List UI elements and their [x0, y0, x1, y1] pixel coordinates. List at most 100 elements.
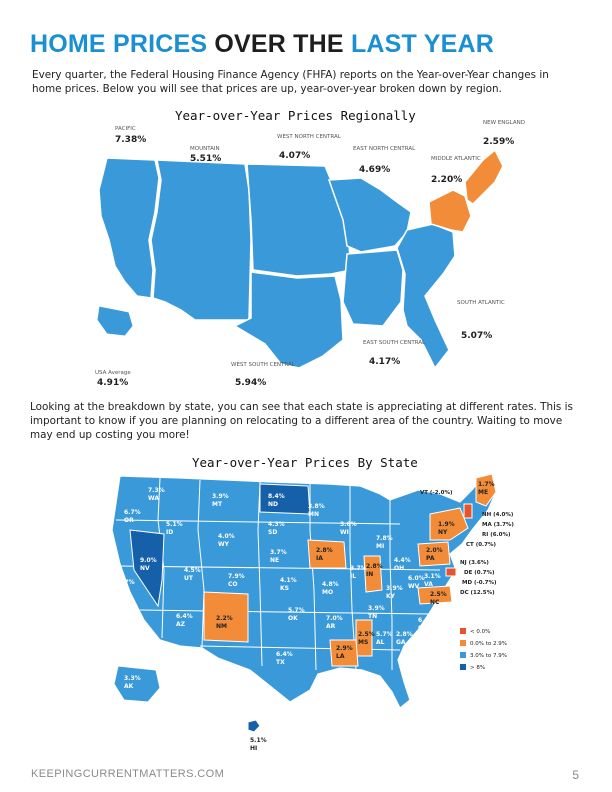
svg-text:5.7%OK: 5.7% OK [288, 607, 305, 622]
regional-map: PACIFIC 7.38% MOUNTAIN 5.51% WEST NORTH … [95, 120, 525, 388]
page-number: 5 [572, 768, 579, 782]
state-ok-abbr: OK [288, 615, 298, 622]
svg-text:2.5%MS: 2.5% MS [358, 631, 375, 646]
callout-ma: MA (3.7%) [482, 522, 514, 528]
state-tx-value: 6.4% [276, 651, 293, 658]
region-usa-value: 4.91% [97, 378, 128, 388]
state-fl-abbr: FL [418, 685, 426, 692]
state-ia-abbr: IA [316, 555, 323, 562]
callouts: VT (-2.0%) NH (4.0%) MA (3.7%) RI (6.0%)… [420, 490, 514, 596]
state-il-value: 3.7% [350, 565, 367, 572]
region-mountain-shape [150, 159, 252, 321]
state-ca-abbr: CA [118, 587, 127, 594]
state-ky-value: 3.9% [386, 585, 403, 592]
title-part-3: LAST YEAR [350, 30, 494, 58]
svg-text:4.3%SD: 4.3% SD [268, 521, 285, 536]
legend-swatch-2 [460, 640, 466, 646]
region-sa-shape [396, 223, 456, 370]
map-legend: < 0.0% 0.0% to 2.9% 3.0% to 7.9% > 8% [460, 628, 507, 671]
state-wv-value: 6.0% [408, 575, 425, 582]
state-ak-value: 3.3% [124, 675, 141, 682]
state-co-value: 7.9% [228, 573, 245, 580]
state-mt-value: 3.9% [212, 493, 229, 500]
svg-text:5.7%AL: 5.7% AL [376, 631, 393, 646]
svg-text:3.9%MT: 3.9% MT [212, 493, 229, 508]
state-ok-value: 5.7% [288, 607, 305, 614]
region-pacific-value: 7.38% [115, 135, 146, 145]
region-ne-name: NEW ENGLAND [483, 120, 525, 126]
state-wi-abbr: WI [340, 529, 349, 536]
state-nm-shape [203, 591, 249, 643]
svg-text:8.4%ND: 8.4% ND [268, 493, 285, 508]
region-esc-name: EAST SOUTH CENTRAL [363, 340, 426, 346]
region-ma-name: MIDDLE ATLANTIC [431, 156, 481, 162]
state-nm-value: 2.2% [216, 615, 233, 622]
state-az-abbr: AZ [176, 621, 186, 628]
svg-text:6.4%AZ: 6.4% AZ [176, 613, 193, 628]
svg-text:3.7%IL: 3.7% IL [350, 565, 367, 580]
region-pacific-shape [98, 157, 160, 299]
state-il-abbr: IL [350, 573, 356, 580]
state-nv-shape [129, 529, 165, 608]
region-enc-name: EAST NORTH CENTRAL [353, 146, 416, 152]
state-id-value: 5.1% [166, 521, 183, 528]
state-vt-shape [463, 503, 473, 519]
state-or-value: 6.7% [124, 509, 141, 516]
state-ak-abbr: AK [124, 683, 134, 690]
state-tn-value: 3.9% [368, 605, 385, 612]
svg-text:2.8%IN: 2.8% IN [366, 563, 383, 578]
state-ar-value: 7.0% [326, 615, 343, 622]
state-mn-abbr: MN [308, 511, 319, 518]
state-la-value: 2.9% [336, 645, 353, 652]
state-ar-abbr: AR [326, 623, 336, 630]
state-pa-shape [417, 541, 451, 567]
state-sc-abbr: SC [418, 625, 427, 632]
state-labels: 7.3% WA 6.7% OR 7.7% CA 9.0% NV 5.1% ID 3.9% M… [118, 481, 495, 752]
region-wnc-shape [246, 163, 352, 277]
state-ms-abbr: MS [358, 639, 368, 646]
region-sa-name: SOUTH ATLANTIC [457, 300, 505, 306]
svg-text:3.3%AK: 3.3% AK [124, 675, 141, 690]
state-wi-value: 3.6% [340, 521, 357, 528]
region-ne-shape [464, 148, 504, 205]
region-usa-name: USA Average [95, 370, 131, 376]
state-in-value: 2.8% [366, 563, 383, 570]
state-ny-shape [429, 507, 469, 541]
state-nv-abbr: NV [140, 565, 150, 572]
legend-swatch-4 [460, 664, 466, 670]
region-wsc-name: WEST SOUTH CENTRAL [231, 362, 296, 368]
svg-text:1.9%NY: 1.9% NY [438, 521, 455, 536]
region-sa-value: 5.07% [461, 331, 492, 341]
callout-de: DE (0.7%) [464, 570, 495, 576]
region-esc-shape [342, 249, 404, 327]
state-borders [115, 477, 441, 671]
svg-text:3.9%KY: 3.9% KY [386, 585, 403, 600]
callout-nh: NH (4.0%) [482, 512, 514, 518]
region-pacific-name: PACIFIC [115, 126, 136, 132]
legend-label-3: 3.0% to 7.9% [470, 653, 507, 659]
state-mt-abbr: MT [212, 501, 223, 508]
state-wy-abbr: WY [218, 541, 230, 548]
legend-swatch-1 [460, 628, 466, 634]
state-pa-value: 2.0% [426, 547, 443, 554]
svg-text:2.0%PA: 2.0% PA [426, 547, 443, 562]
regional-map-title: Year-over-Year Prices Regionally [175, 108, 416, 123]
svg-text:5.1%HI: 5.1% HI [250, 737, 267, 752]
svg-text:5.1%ID: 5.1% ID [166, 521, 183, 536]
state-mi-value: 7.8% [376, 535, 393, 542]
state-in-abbr: IN [366, 571, 373, 578]
svg-text:7.7%CA: 7.7% CA [118, 579, 135, 594]
title-part-1: HOME PRICES [30, 30, 208, 58]
state-va-value: 3.1% [424, 573, 441, 580]
state-ia-value: 2.8% [316, 547, 333, 554]
svg-text:3.1%VA: 3.1% VA [424, 573, 441, 588]
region-wsc-value: 5.94% [235, 378, 266, 388]
state-oh-value: 4.4% [394, 557, 411, 564]
state-wa-value: 7.3% [148, 487, 165, 494]
svg-text:6.7%OR: 6.7% OR [124, 509, 141, 524]
state-me-value: 1.7% [478, 481, 495, 488]
state-sd-abbr: SD [268, 529, 277, 536]
legend-label-4: > 8% [470, 665, 485, 671]
state-nm-abbr: NM [216, 623, 227, 630]
state-in-shape [363, 555, 383, 593]
